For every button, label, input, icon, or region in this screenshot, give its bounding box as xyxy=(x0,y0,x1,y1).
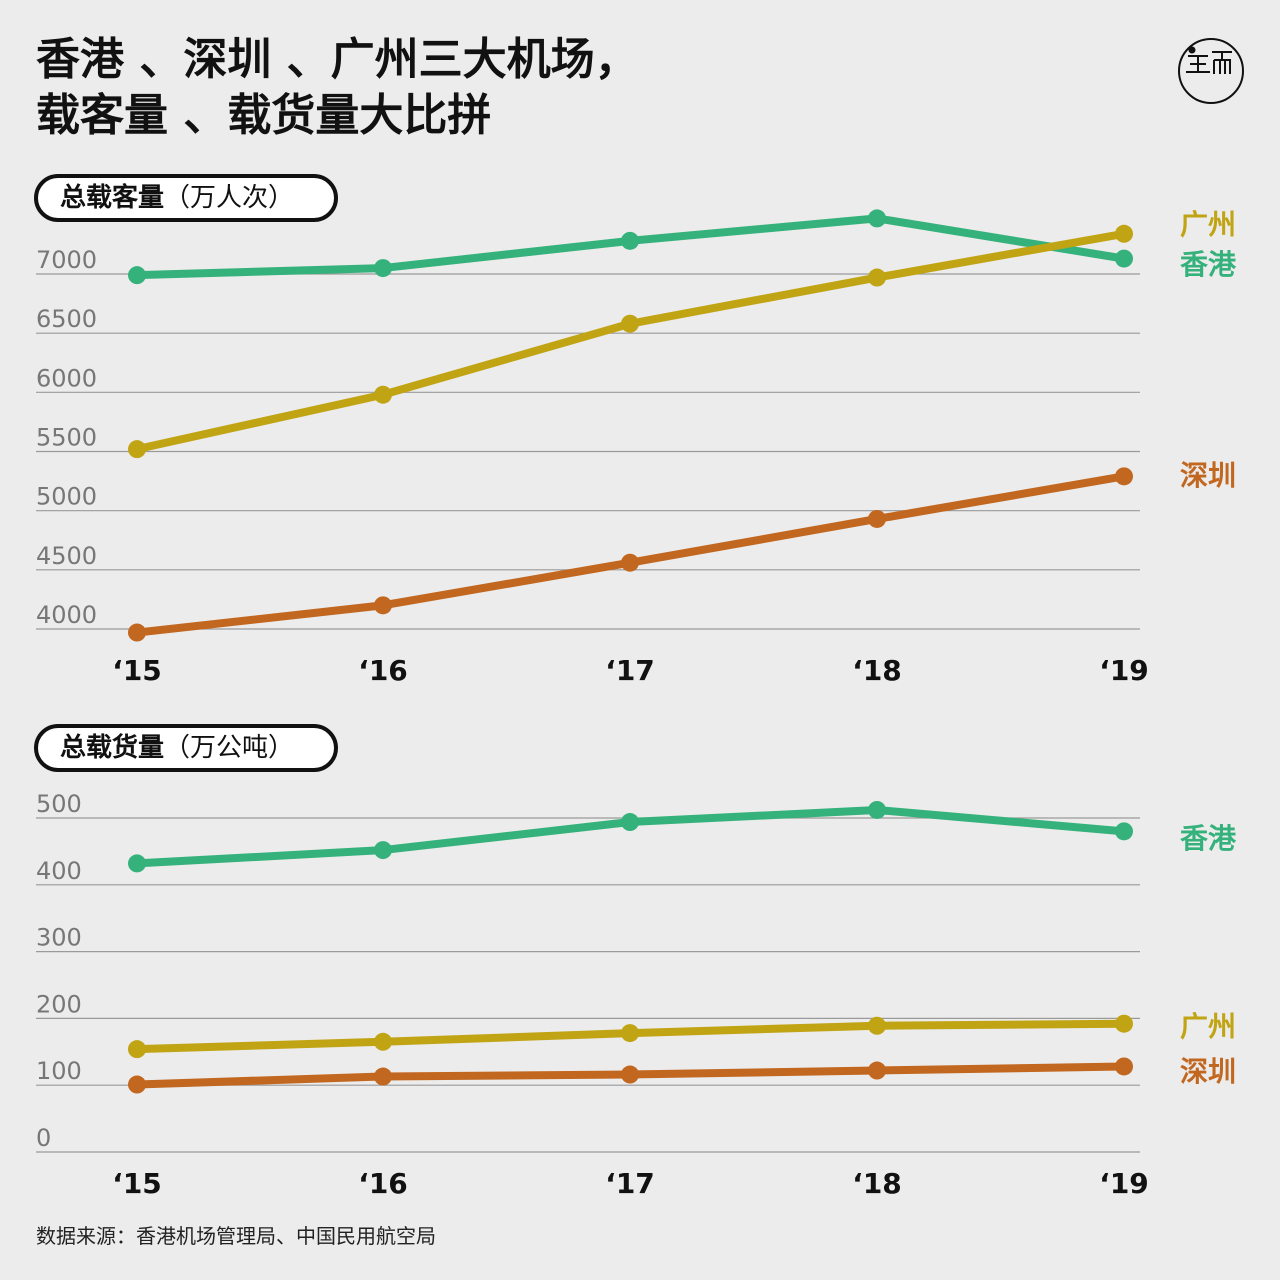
title-line-2: 载客量 、载货量大比拼 xyxy=(36,90,492,141)
data-point-hongkong xyxy=(868,800,886,819)
series-label-guangzhou: 广州 xyxy=(1180,208,1236,241)
data-point-shenzhen xyxy=(868,509,886,528)
page-title: 香港 、深圳 、广州三大机场， 载客量 、载货量大比拼 xyxy=(36,32,639,144)
data-point-hongkong xyxy=(374,259,392,278)
title-line-1: 香港 、深圳 、广州三大机场， xyxy=(36,34,639,85)
data-point-hongkong xyxy=(868,209,886,228)
y-tick-label: 5000 xyxy=(36,483,97,511)
cargo-chart-title: 总载货量（万公吨） xyxy=(34,724,338,772)
data-point-hongkong xyxy=(1115,822,1133,841)
data-point-shenzhen xyxy=(374,596,392,615)
series-label-shenzhen: 深圳 xyxy=(1180,459,1236,492)
x-tick-label: ‘17 xyxy=(605,654,655,687)
data-point-hongkong xyxy=(128,266,146,285)
y-tick-label: 6000 xyxy=(36,364,97,392)
data-point-guangzhou xyxy=(128,440,146,459)
data-point-guangzhou xyxy=(868,268,886,287)
data-point-shenzhen xyxy=(128,623,146,642)
y-tick-label: 400 xyxy=(36,857,82,885)
data-point-guangzhou xyxy=(1115,224,1133,243)
x-tick-label: ‘17 xyxy=(605,1167,655,1200)
x-tick-label: ‘15 xyxy=(112,654,162,687)
x-tick-label: ‘16 xyxy=(358,654,408,687)
publisher-logo-icon xyxy=(1178,38,1244,104)
x-tick-label: ‘15 xyxy=(112,1167,162,1200)
passenger-chart-unit: （万人次） xyxy=(164,183,295,213)
y-tick-label: 500 xyxy=(36,790,82,818)
data-point-guangzhou xyxy=(128,1040,146,1059)
data-point-hongkong xyxy=(374,841,392,860)
data-point-hongkong xyxy=(621,231,639,250)
series-label-hongkong: 香港 xyxy=(1180,248,1237,281)
data-point-guangzhou xyxy=(1115,1014,1133,1033)
data-point-guangzhou xyxy=(621,314,639,333)
series-label-shenzhen: 深圳 xyxy=(1180,1055,1236,1088)
data-point-shenzhen xyxy=(374,1067,392,1086)
y-tick-label: 4500 xyxy=(36,542,97,570)
x-tick-label: ‘19 xyxy=(1099,1167,1149,1200)
data-point-shenzhen xyxy=(868,1061,886,1080)
passenger-line-chart: 7000 6500 6000 5500 5000 4500 4000 ‘15 ‘16 ‘17 ‘18… xyxy=(36,208,1237,687)
data-point-guangzhou xyxy=(868,1016,886,1035)
y-tick-label: 7000 xyxy=(36,246,97,274)
data-point-hongkong xyxy=(1115,249,1133,268)
cargo-chart-title-text: 总载货量 xyxy=(60,733,165,763)
data-point-shenzhen xyxy=(1115,467,1133,486)
data-point-hongkong xyxy=(128,854,146,873)
passenger-chart-title: 总载客量（万人次） xyxy=(34,174,338,222)
series-label-guangzhou: 广州 xyxy=(1180,1010,1236,1043)
passenger-chart-title-text: 总载客量 xyxy=(60,183,165,213)
y-tick-label: 300 xyxy=(36,924,82,952)
cargo-chart-unit: （万公吨） xyxy=(164,733,295,763)
y-tick-label: 200 xyxy=(36,990,82,1018)
data-point-shenzhen xyxy=(621,1065,639,1084)
data-point-shenzhen xyxy=(621,553,639,572)
x-tick-label: ‘19 xyxy=(1099,654,1149,687)
data-point-guangzhou xyxy=(374,1032,392,1051)
x-tick-label: ‘18 xyxy=(852,1167,902,1200)
data-point-hongkong xyxy=(621,813,639,832)
y-tick-label: 0 xyxy=(36,1124,51,1152)
data-point-guangzhou xyxy=(374,385,392,404)
data-point-shenzhen xyxy=(128,1075,146,1094)
data-point-shenzhen xyxy=(1115,1057,1133,1076)
x-tick-label: ‘16 xyxy=(358,1167,408,1200)
x-tick-label: ‘18 xyxy=(852,654,902,687)
y-tick-label: 100 xyxy=(36,1057,82,1085)
data-point-guangzhou xyxy=(621,1024,639,1043)
y-tick-label: 4000 xyxy=(36,601,97,629)
y-tick-label: 6500 xyxy=(36,305,97,333)
series-label-hongkong: 香港 xyxy=(1180,822,1237,855)
source-note: 数据来源：香港机场管理局、中国民用航空局 xyxy=(36,1224,436,1248)
y-tick-label: 5500 xyxy=(36,424,97,452)
